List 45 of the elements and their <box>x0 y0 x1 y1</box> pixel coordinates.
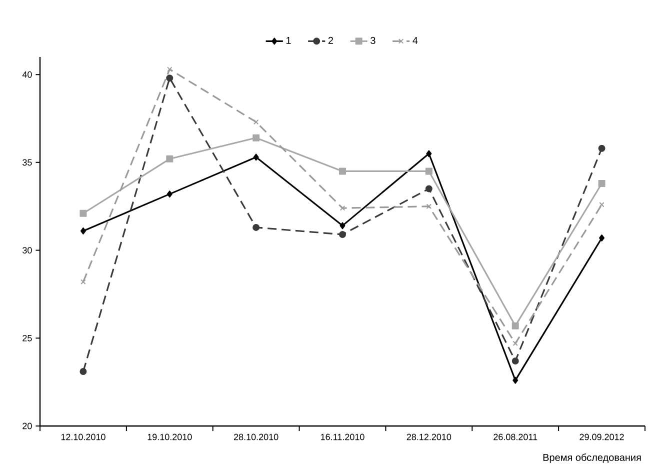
x-tick-label: 12.10.2010 <box>61 434 106 440</box>
point <box>426 204 432 209</box>
legend-label: 1 <box>286 36 291 44</box>
point <box>598 180 606 188</box>
y-tick-label: 35 <box>22 159 32 166</box>
x-tick-label: 28.10.2010 <box>234 434 278 440</box>
point <box>512 376 518 384</box>
point <box>253 119 259 125</box>
y-tick-label: 25 <box>22 334 32 342</box>
point <box>253 154 259 161</box>
point <box>80 368 87 376</box>
point <box>426 150 432 158</box>
y-tick-label: 40 <box>22 71 32 78</box>
point <box>599 234 605 242</box>
point <box>340 222 346 230</box>
point <box>512 322 519 330</box>
point <box>252 134 260 142</box>
point <box>166 74 174 82</box>
x-tick-label: 29.09.2012 <box>580 434 624 440</box>
point <box>166 155 174 162</box>
point <box>80 210 87 217</box>
point <box>598 144 606 152</box>
point <box>339 230 346 238</box>
point <box>512 357 519 364</box>
legend-label: 3 <box>370 36 376 44</box>
point <box>512 340 518 346</box>
y-tick-label: 30 <box>22 247 32 254</box>
x-tick-label: 19.10.2010 <box>148 434 192 440</box>
point <box>252 224 260 231</box>
point <box>339 168 346 175</box>
x-tick-label: 28.12.2010 <box>406 434 452 440</box>
point <box>599 202 604 208</box>
point <box>167 66 172 72</box>
point <box>80 227 86 234</box>
point <box>80 279 86 285</box>
point <box>340 205 346 211</box>
y-tick-label: 20 <box>22 422 32 430</box>
legend-label: 4 <box>412 36 418 44</box>
legend-label: 2 <box>328 36 334 44</box>
point <box>166 190 172 198</box>
x-tick-label: 16.11.2010 <box>321 434 364 440</box>
point <box>425 168 432 175</box>
x-tick-label: 26.08.2011 <box>494 434 538 440</box>
x-axis-title: Время обследования <box>543 454 641 463</box>
point <box>425 185 432 192</box>
